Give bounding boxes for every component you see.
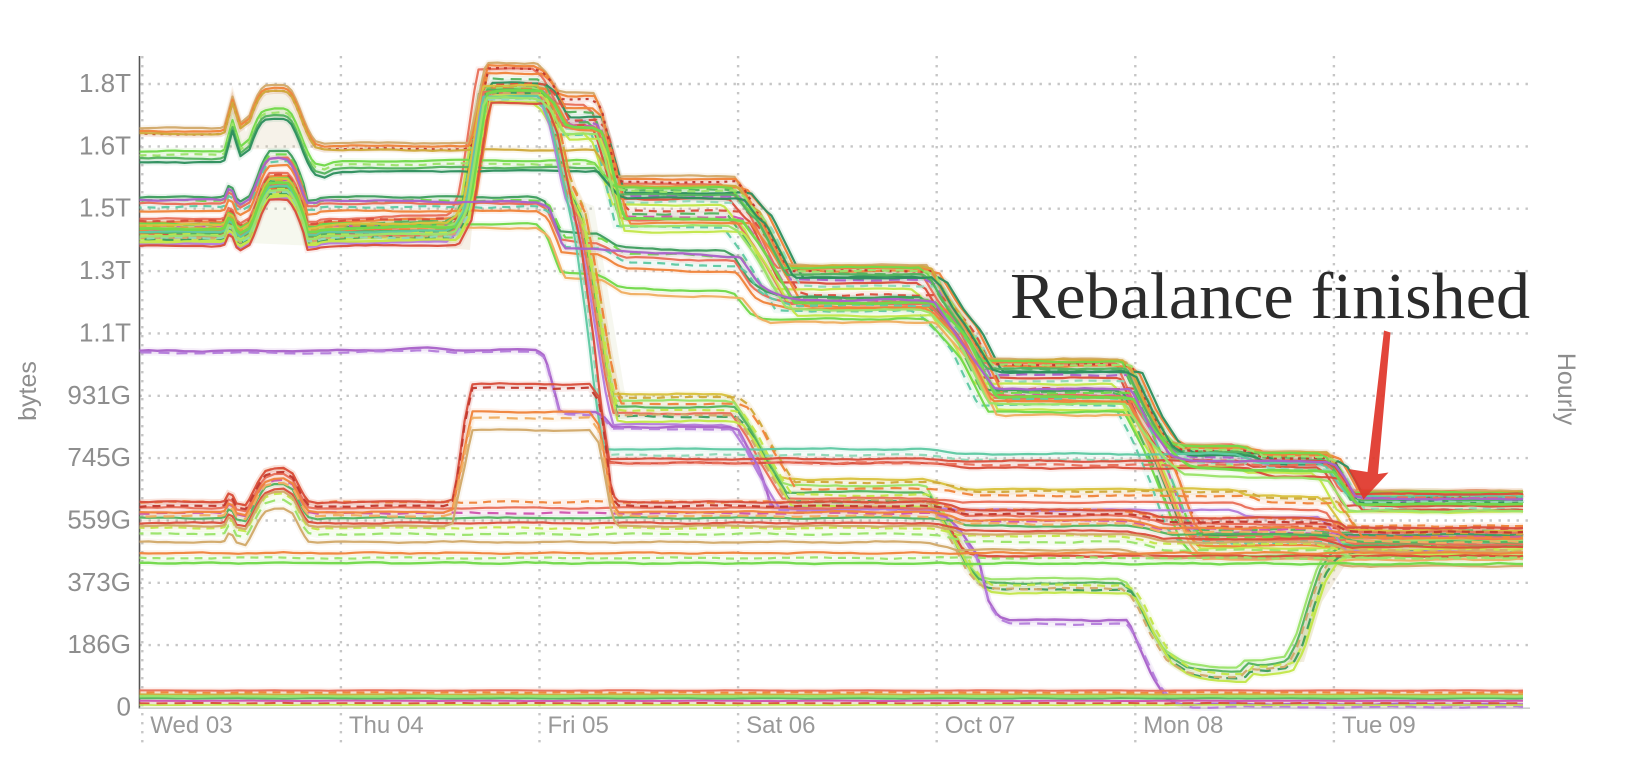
svg-text:931G: 931G bbox=[67, 380, 131, 410]
svg-text:Rebalance finished: Rebalance finished bbox=[1010, 260, 1530, 333]
svg-text:Oct 07: Oct 07 bbox=[945, 712, 1016, 739]
svg-text:559G: 559G bbox=[67, 505, 131, 535]
svg-text:Hourly: Hourly bbox=[1552, 353, 1580, 426]
svg-text:1.6T: 1.6T bbox=[79, 130, 131, 160]
svg-text:1.3T: 1.3T bbox=[79, 255, 131, 285]
svg-text:0: 0 bbox=[117, 692, 131, 722]
svg-text:373G: 373G bbox=[67, 567, 131, 597]
svg-text:1.5T: 1.5T bbox=[79, 193, 131, 223]
svg-text:Mon 08: Mon 08 bbox=[1143, 712, 1223, 739]
svg-text:Tue 09: Tue 09 bbox=[1342, 712, 1416, 739]
svg-text:1.1T: 1.1T bbox=[79, 317, 131, 347]
svg-text:1.8T: 1.8T bbox=[79, 68, 131, 98]
svg-text:Sat 06: Sat 06 bbox=[746, 712, 815, 739]
svg-text:Fri 05: Fri 05 bbox=[548, 712, 609, 739]
svg-text:Thu 04: Thu 04 bbox=[349, 712, 424, 739]
svg-text:186G: 186G bbox=[67, 629, 131, 659]
svg-text:745G: 745G bbox=[67, 442, 131, 472]
svg-text:Wed 03: Wed 03 bbox=[150, 712, 232, 739]
svg-text:bytes: bytes bbox=[14, 361, 42, 421]
